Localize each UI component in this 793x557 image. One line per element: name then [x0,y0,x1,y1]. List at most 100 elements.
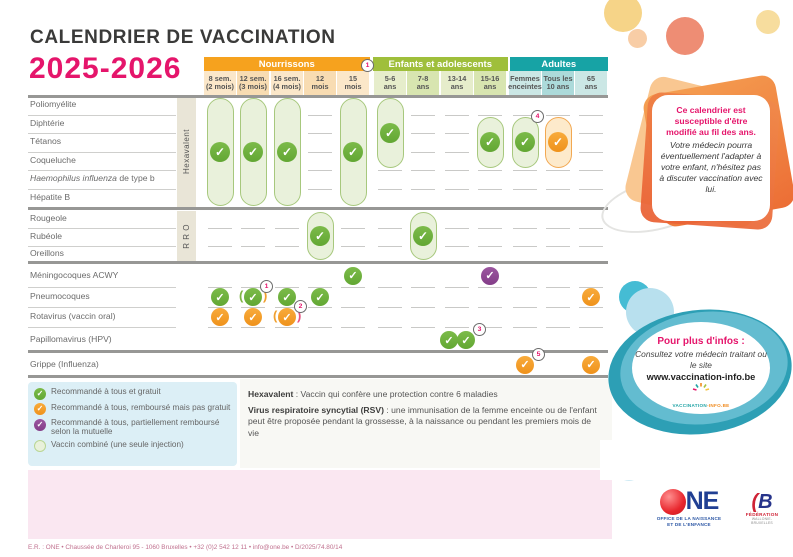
infos-site-link[interactable]: www.vaccination-info.be [646,372,756,382]
cell-dash [378,287,402,289]
footnotes-box: 1Pour les bébés nés avant 37 semaines de… [28,470,612,539]
definitions-box: Hexavalent : Vaccin qui confère une prot… [240,379,612,468]
cell-dash [275,287,299,289]
infos-line: Consultez votre médecin traitant ou le s… [635,349,767,370]
cell-dash [341,246,365,248]
page-title: CALENDRIER DE VACCINATION [30,27,336,48]
hexavalent-strip: Hexavalent [177,97,196,207]
cell-dash [513,114,537,116]
section-divider [28,207,608,210]
cell-dash [445,151,469,153]
row-label-roug: Rougeole [30,213,67,223]
legend-purple-icon: ✓ [34,418,46,431]
note-marker-4: 4 [531,109,544,123]
years-label: 2025-2026 [29,52,182,85]
cell-dash [241,287,265,289]
row-label-hib: Haemophilus influenza de type b [30,173,155,184]
cell-dash [513,246,537,248]
cell-dash [308,188,332,190]
legend-text: Vaccin combiné (une seule injection) [51,439,184,449]
note-marker-5: 5 [532,347,545,361]
cell-dash [445,170,469,172]
cell-dash [241,228,265,230]
row-divider [28,114,176,116]
cell-dash [478,307,502,309]
row-label-orei: Oreillons [30,248,64,258]
section-divider [28,375,608,378]
fwb-mark-icon: (B [751,491,773,513]
cell-dash [513,170,537,172]
row-label-tet: Tétanos [30,136,62,147]
row-label-grippe: Grippe (Influenza) [30,358,99,369]
fwb-text-1: FÉDÉRATION [745,512,779,517]
paren-right: ) [263,288,268,303]
row-divider [28,188,176,190]
cell-dash [341,287,365,289]
note-marker-3: 3 [473,323,486,336]
cell-dash [579,114,603,116]
row-divider [28,133,176,134]
check-c8s-pneu: ✓ [211,288,229,306]
cell-dash [478,188,502,190]
check-c56-pill: ✓ [380,123,400,143]
fwb-logo: (B FÉDÉRATION WALLONIE-BRUXELLES [741,492,783,525]
check-c8s-rota: ✓ [211,308,229,326]
cell-dash [546,307,570,309]
cell-dash [275,307,299,309]
column-header-c8s: 8 sem. (2 mois) [203,71,237,95]
cell-dash [513,188,537,190]
check-c1516-men: ✓ [481,266,499,285]
check-cfem-grippe: ✓ [516,355,534,374]
cell-dash [445,114,469,116]
row-divider [28,151,176,153]
check-c10y-pill: ✓ [548,132,568,153]
cell-dash [478,327,502,329]
cell-dash [546,170,570,172]
check-c12s-pill: ✓ [243,142,263,162]
legend-text: Recommandé à tous, remboursé mais pas gr… [51,402,231,412]
column-header-c65: 65 ans [574,71,608,95]
cell-dash [341,327,365,329]
cell-dash [241,246,265,248]
vaccination-info-logo: VACCINATION-INFO.BE [632,382,770,408]
check-c12m-pneu: ✓ [311,288,329,306]
cell-dash [546,246,570,248]
cell-dash [378,307,402,309]
cell-dash [308,287,332,289]
cell-dash [445,307,469,309]
one-logo: NE OFFICE DE LA NAISSANCE ET DE L'ENFANC… [649,487,729,529]
check-cfem-pill: ✓ [515,132,535,153]
one-logo-o-icon [659,488,686,515]
group-header-2: Adultes [509,57,608,71]
legend-item-1: ✓ Recommandé à tous, remboursé mais pas g… [34,402,231,415]
column-header-cfem: Femmes enceintes [508,71,542,95]
infos-title: Pour plus d'infos : [657,336,745,347]
cell-dash [579,228,603,230]
deco-circle-peach [628,29,647,48]
column-header-c16s: 16 sem. (4 mois) [270,71,304,95]
legend-box: ✓ Recommandé à tous et gratuit ✓ Recommandé… [28,382,237,466]
check-c15m-men: ✓ [344,266,362,285]
cell-dash [208,228,232,230]
paren-left: ( [239,288,244,303]
check-c1314-hpv: ✓ [440,331,458,349]
cell-dash [378,246,402,248]
cell-dash [478,114,502,116]
cell-dash [411,287,435,289]
cell-dash [378,228,402,230]
cell-dash [478,246,502,248]
cell-dash [411,170,435,172]
cell-dash [308,114,332,116]
cell-dash [546,114,570,116]
paren-left: ( [273,308,278,323]
row-label-polio: Poliomyélite [30,99,77,110]
cell-dash [546,327,570,329]
row-label-coq: Coqueluche [30,154,76,165]
cell-dash [579,133,603,135]
deco-mask [600,440,793,480]
starburst-icon [692,383,710,391]
cell-dash [478,287,502,289]
legend-combo-icon [34,440,46,453]
cell-dash [546,287,570,289]
